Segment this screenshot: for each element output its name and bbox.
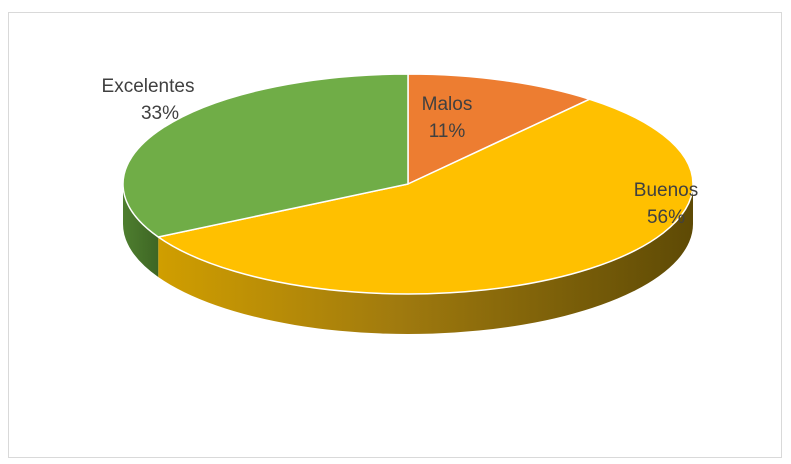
slice-percent-excelentes: 33%: [141, 103, 179, 124]
slice-label-buenos: Buenos: [634, 180, 698, 201]
pie-slice-excelentes: [122, 73, 409, 238]
pie-side-layer: [123, 184, 693, 334]
slice-label-malos: Malos: [422, 94, 473, 115]
pie-slice-malos: [407, 73, 591, 185]
pie-side-excelentes: [123, 184, 159, 277]
slice-percent-malos: 11%: [429, 121, 466, 142]
slice-label-excelentes: Excelentes: [102, 76, 195, 97]
pie-label-layer: Malos 11% Buenos 56% Excelentes 33%: [102, 76, 699, 228]
pie-top-layer: [122, 73, 694, 295]
pie-slice-buenos: [157, 98, 694, 295]
pie-side-buenos: [158, 184, 693, 334]
slice-percent-buenos: 56%: [647, 207, 685, 228]
